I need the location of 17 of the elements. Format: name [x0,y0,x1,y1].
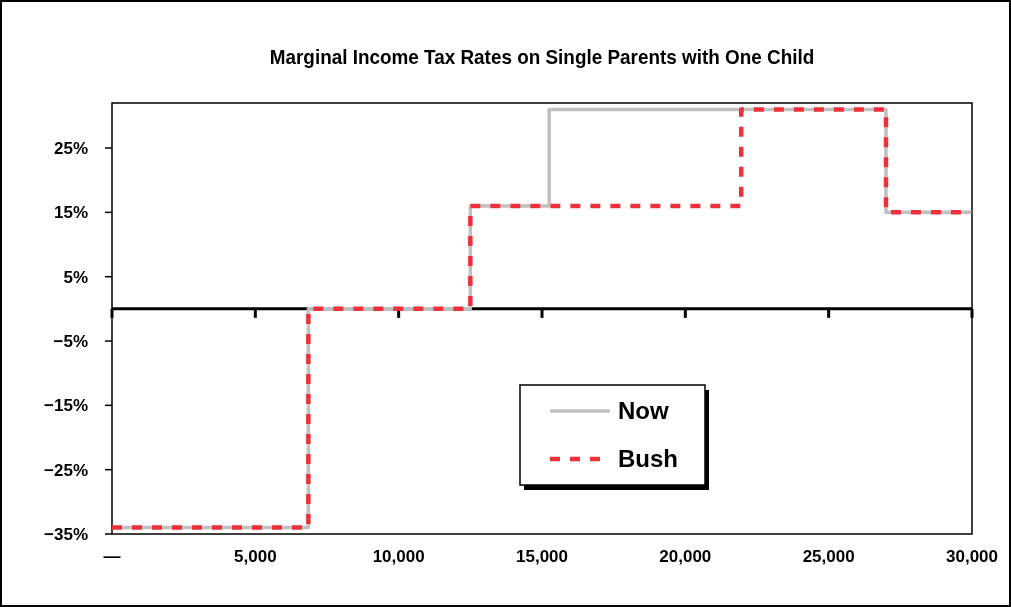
y-tick-label: 5% [63,267,88,287]
legend-label: Now [618,397,669,424]
y-tick-label: −15% [44,396,88,416]
y-tick-label: 25% [53,139,88,159]
y-tick-label: −25% [44,460,88,480]
legend-label: Bush [618,445,678,472]
x-tick-label: 5,000 [234,547,277,566]
y-tick-label: −35% [44,525,88,544]
x-tick-label: 15,000 [516,547,568,566]
x-tick-label: 10,000 [372,547,425,566]
x-tick-label: — [103,547,121,566]
chart-title: Marginal Income Tax Rates on Single Parents with One Child [269,45,815,69]
x-tick-label: 25,000 [802,547,855,566]
x-tick-label: 20,000 [659,547,712,566]
y-tick-label: 15% [53,203,88,223]
y-tick-label: −5% [53,332,88,352]
x-tick-label: 30,000 [946,547,998,566]
